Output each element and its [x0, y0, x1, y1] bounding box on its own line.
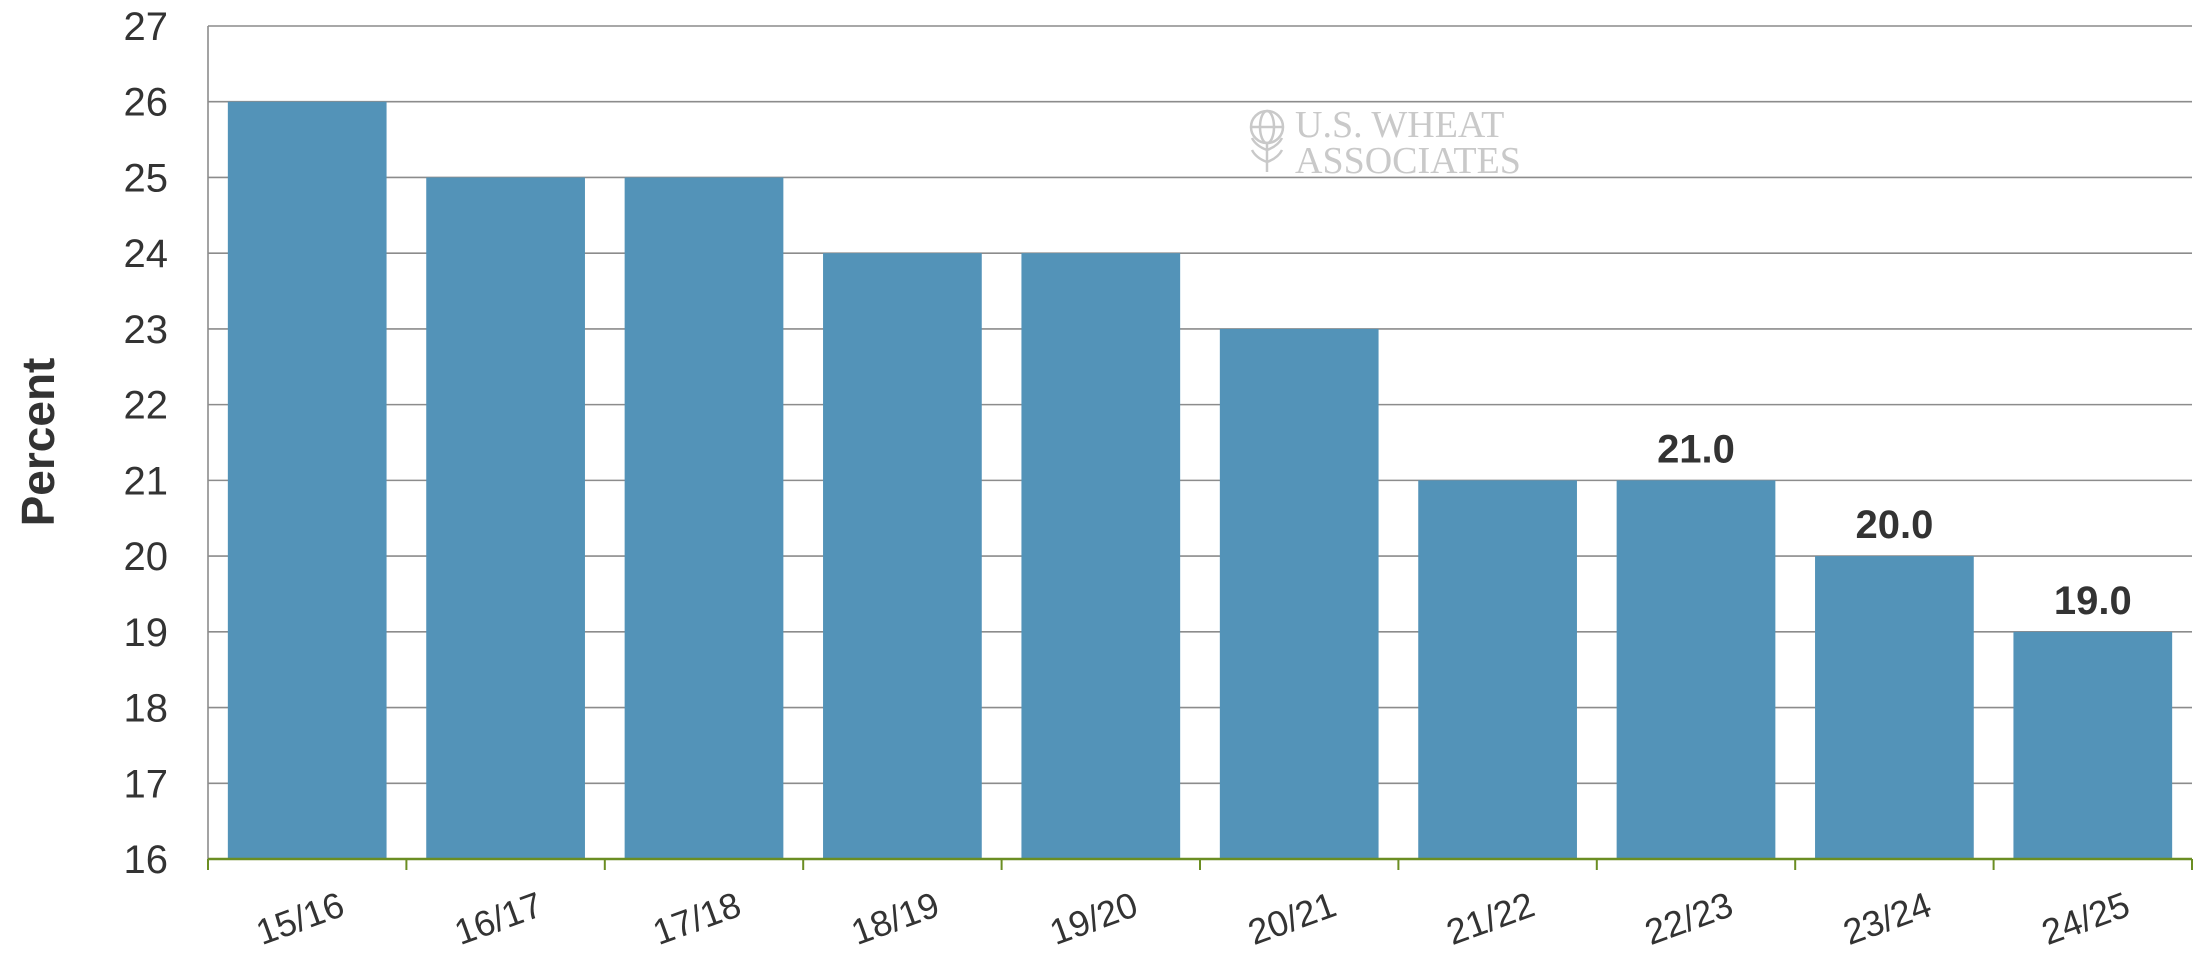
bar-19-20	[1021, 253, 1180, 859]
x-tick-label: 17/18	[647, 884, 746, 953]
y-axis-label: Percent	[12, 358, 64, 527]
x-tick-label: 22/23	[1639, 884, 1738, 953]
x-tick-label: 23/24	[1838, 884, 1937, 953]
y-tick-label: 22	[124, 384, 169, 428]
x-tick-label: 21/22	[1441, 884, 1540, 953]
x-tick-labels: 15/16 16/17 17/18 18/19 19/20 20/21 21/22 22/23…	[251, 884, 2135, 953]
bar-22-23	[1617, 480, 1776, 859]
x-tick-label: 18/19	[846, 884, 945, 953]
bar-23-24	[1815, 556, 1974, 859]
y-tick-label: 21	[124, 459, 169, 503]
y-tick-label: 16	[124, 838, 169, 882]
data-label: 20.0	[1855, 503, 1933, 547]
bar-16-17	[426, 177, 585, 859]
bar-20-21	[1220, 329, 1379, 859]
x-tick-label: 15/16	[251, 884, 350, 953]
data-label: 19.0	[2054, 579, 2132, 623]
y-tick-label: 26	[124, 81, 169, 125]
x-tick-label: 19/20	[1044, 884, 1143, 953]
y-tick-label: 17	[124, 762, 169, 806]
bar-21-22	[1418, 480, 1577, 859]
x-tick-label: 24/25	[2036, 884, 2135, 953]
bar-24-25	[2013, 632, 2172, 859]
y-tick-label: 19	[124, 611, 169, 655]
x-tick-label: 16/17	[449, 884, 548, 953]
bar-15-16	[228, 102, 387, 859]
watermark-logo: U.S. WHEAT ASSOCIATES	[1251, 104, 1521, 182]
y-tick-label: 18	[124, 687, 169, 731]
y-tick-labels: 16 17 18 19 20 21 22 23 24 25 26 27	[124, 5, 169, 882]
bar-17-18	[625, 177, 784, 859]
y-tick-label: 25	[124, 156, 169, 200]
y-tick-label: 23	[124, 308, 169, 352]
wheat-globe-icon	[1251, 111, 1283, 172]
data-label: 21.0	[1657, 427, 1735, 471]
y-tick-label: 27	[124, 5, 169, 49]
watermark-line2: ASSOCIATES	[1295, 140, 1521, 182]
y-tick-label: 20	[124, 535, 169, 579]
x-tick-label: 20/21	[1243, 884, 1342, 953]
bar-18-19	[823, 253, 982, 859]
y-tick-label: 24	[124, 232, 169, 276]
